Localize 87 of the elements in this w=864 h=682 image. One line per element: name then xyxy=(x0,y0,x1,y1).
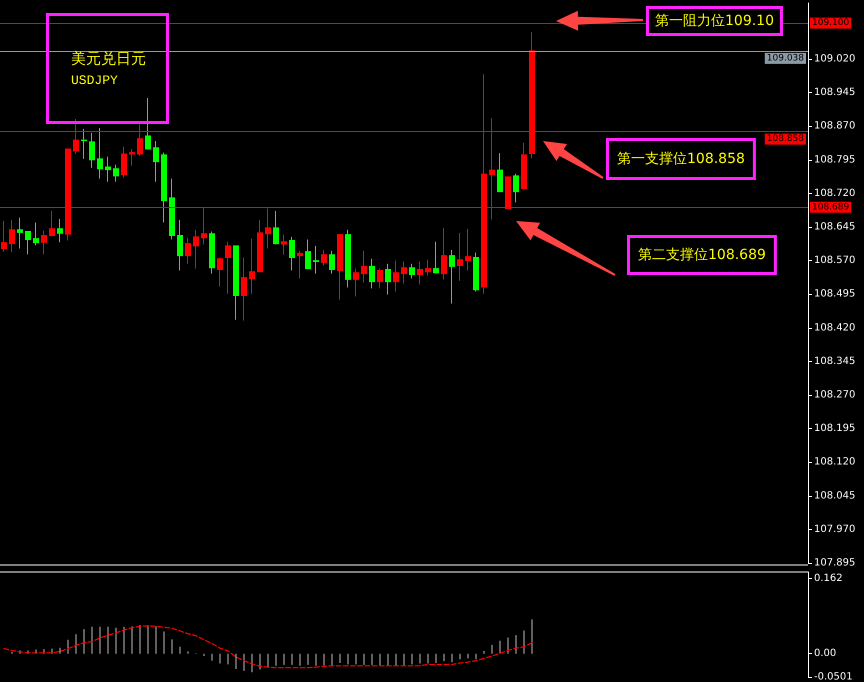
candlestick xyxy=(193,229,199,270)
y-tick-label: 108.120 xyxy=(814,456,856,468)
candlestick xyxy=(417,260,423,285)
candlestick xyxy=(457,232,463,282)
candlestick xyxy=(433,241,439,274)
annotation: 第一阻力位109.10 xyxy=(655,13,774,29)
candlestick xyxy=(145,97,151,150)
candlestick xyxy=(337,234,343,300)
y-tick-label: 108.570 xyxy=(814,255,856,266)
candlestick xyxy=(401,260,407,284)
y-tick-label: 107.895 xyxy=(814,558,856,568)
candlestick xyxy=(385,263,391,296)
y-tick-label: 108.195 xyxy=(814,423,856,434)
candlestick xyxy=(185,237,191,264)
y-tick-label: 107.970 xyxy=(814,524,856,535)
candlestick xyxy=(425,259,431,276)
candlestick xyxy=(305,239,311,270)
candlestick xyxy=(409,263,415,280)
candlestick xyxy=(273,210,279,245)
candlestick xyxy=(329,250,335,274)
candlestick xyxy=(177,219,183,271)
candlestick xyxy=(289,236,295,271)
candlestick xyxy=(233,245,239,320)
ref-line-label: 108.689 xyxy=(812,202,850,212)
text: USDJPY xyxy=(71,73,118,88)
candlestick xyxy=(473,252,479,292)
y-tick-label: 108.345 xyxy=(814,356,856,367)
candlestick xyxy=(81,128,87,160)
candlestick xyxy=(377,268,383,289)
candlestick xyxy=(393,260,399,292)
candlestick xyxy=(345,229,351,288)
candlestick xyxy=(97,127,103,180)
candlestick xyxy=(9,219,15,253)
candlestick xyxy=(121,146,127,178)
candlestick xyxy=(369,258,375,289)
y-tick-label: 0.162 xyxy=(814,573,843,584)
text: 美元兑日元 xyxy=(71,50,146,68)
candlestick xyxy=(497,152,503,192)
candlestick xyxy=(297,250,303,280)
line-series xyxy=(3,625,533,668)
candlestick xyxy=(361,250,367,284)
y-tick-label: 108.795 xyxy=(814,154,856,166)
candlestick xyxy=(161,152,167,224)
ref-line-label: 108.858 xyxy=(766,134,804,144)
candlestick xyxy=(169,178,175,240)
candlestick xyxy=(17,217,23,250)
y-tick-label: 0.00 xyxy=(814,648,836,660)
y-tick-label: 108.270 xyxy=(814,390,856,400)
candlestick xyxy=(225,241,231,294)
candlestick xyxy=(465,228,471,271)
y-tick-label: 108.720 xyxy=(814,188,856,199)
candlestick xyxy=(217,256,223,288)
candlestick xyxy=(105,156,111,182)
candlestick xyxy=(25,230,31,255)
y-tick-label: -0.0501 xyxy=(814,672,853,682)
y-tick-label: 108.945 xyxy=(814,87,856,98)
candlestick xyxy=(89,132,95,168)
annotation: 第二支撑位108.689 xyxy=(638,247,766,263)
candlestick xyxy=(281,234,287,256)
y-tick-label: 108.045 xyxy=(814,490,856,502)
candlestick xyxy=(521,142,527,190)
y-tick-label: 108.645 xyxy=(814,222,856,232)
candlestick xyxy=(513,173,519,203)
y-tick-label: 109.020 xyxy=(814,54,856,64)
candlestick xyxy=(249,238,255,294)
candlestick xyxy=(313,245,319,274)
ref-line-label: 109.038 xyxy=(766,53,804,64)
candlestick xyxy=(113,164,119,182)
candlestick xyxy=(209,230,215,274)
candlestick xyxy=(49,210,55,237)
candlestick xyxy=(449,249,455,304)
annotation: 第一支撑位108.858 xyxy=(617,151,745,167)
y-tick-label: 108.420 xyxy=(814,322,856,334)
candlestick xyxy=(321,249,327,266)
candlestick xyxy=(33,222,39,246)
candlestick xyxy=(153,140,159,182)
ref-line-label: 109.100 xyxy=(812,18,850,28)
candlestick xyxy=(441,227,447,280)
y-tick-label: 108.870 xyxy=(814,120,856,132)
candlestick xyxy=(129,148,135,166)
candlestick xyxy=(1,220,7,252)
candlestick xyxy=(241,256,247,322)
candlestick xyxy=(57,218,63,243)
y-tick-label: 108.495 xyxy=(814,288,856,300)
candlestick xyxy=(353,268,359,297)
candlestick xyxy=(257,219,263,272)
candlestick xyxy=(41,230,47,255)
